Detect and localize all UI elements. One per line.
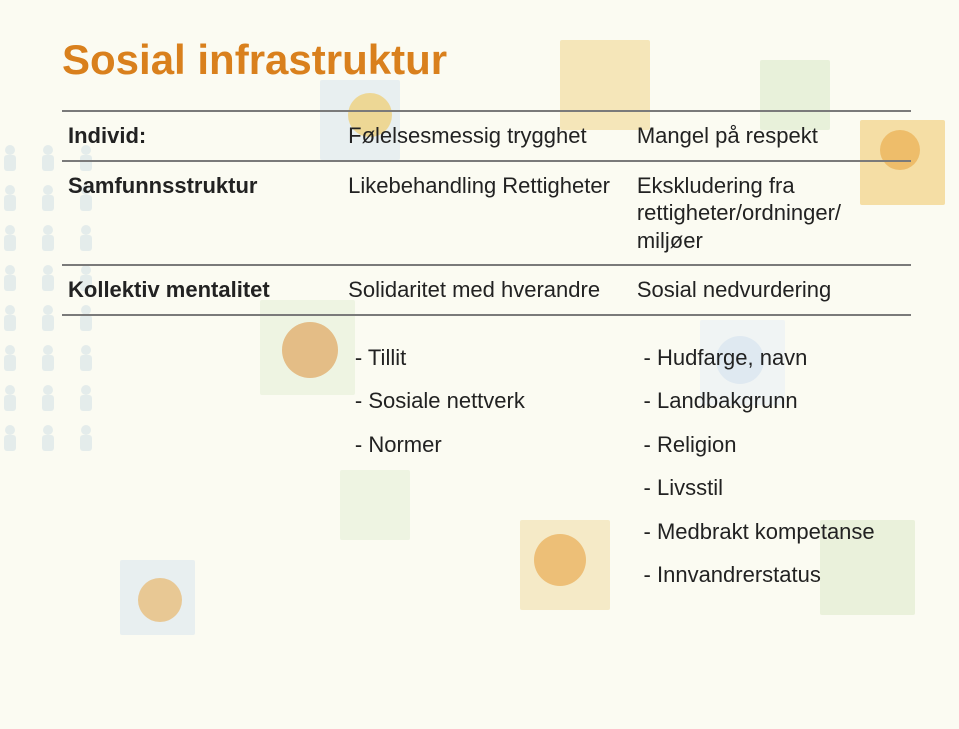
page-title: Sosial infrastruktur bbox=[62, 36, 911, 84]
left-list: - Tillit - Sosiale nettverk - Normer bbox=[355, 344, 644, 459]
slide-content: Sosial infrastruktur Individ: Følelsesme… bbox=[0, 0, 959, 729]
list-item: - Tillit bbox=[355, 344, 644, 372]
list-item: - Normer bbox=[355, 431, 644, 459]
row3-col1: Kollektiv mentalitet bbox=[62, 265, 342, 315]
list-item: - Innvandrerstatus bbox=[644, 561, 907, 589]
list-item: - Hudfarge, navn bbox=[644, 344, 907, 372]
list-item: - Religion bbox=[644, 431, 907, 459]
table-row: Kollektiv mentalitet Solidaritet med hve… bbox=[62, 265, 911, 315]
row3-col2: Solidaritet med hverandre bbox=[342, 265, 631, 315]
content-table: Individ: Følelsesmessig trygghet Mangel … bbox=[62, 110, 911, 316]
row2-col1: Samfunnsstruktur bbox=[62, 161, 342, 266]
row2-col3: Ekskludering fra rettigheter/ordninger/ … bbox=[631, 161, 911, 266]
list-item: - Sosiale nettverk bbox=[355, 387, 644, 415]
spacer bbox=[62, 344, 355, 605]
list-item: - Landbakgrunn bbox=[644, 387, 907, 415]
right-list-column: - Hudfarge, navn - Landbakgrunn - Religi… bbox=[644, 344, 907, 605]
row3-col3: Sosial nedvurdering bbox=[631, 265, 911, 315]
right-list: - Hudfarge, navn - Landbakgrunn - Religi… bbox=[644, 344, 907, 589]
list-item: - Livsstil bbox=[644, 474, 907, 502]
table-row: Samfunnsstruktur Likebehandling Rettighe… bbox=[62, 161, 911, 266]
table-row: Individ: Følelsesmessig trygghet Mangel … bbox=[62, 111, 911, 161]
left-list-column: - Tillit - Sosiale nettverk - Normer bbox=[355, 344, 644, 605]
row1-col3: Mangel på respekt bbox=[631, 111, 911, 161]
row1-col2: Følelsesmessig trygghet bbox=[342, 111, 631, 161]
list-item: - Medbrakt kompetanse bbox=[644, 518, 907, 546]
lower-lists: - Tillit - Sosiale nettverk - Normer - H… bbox=[62, 344, 911, 605]
row2-col2: Likebehandling Rettigheter bbox=[342, 161, 631, 266]
row1-col1: Individ: bbox=[62, 111, 342, 161]
